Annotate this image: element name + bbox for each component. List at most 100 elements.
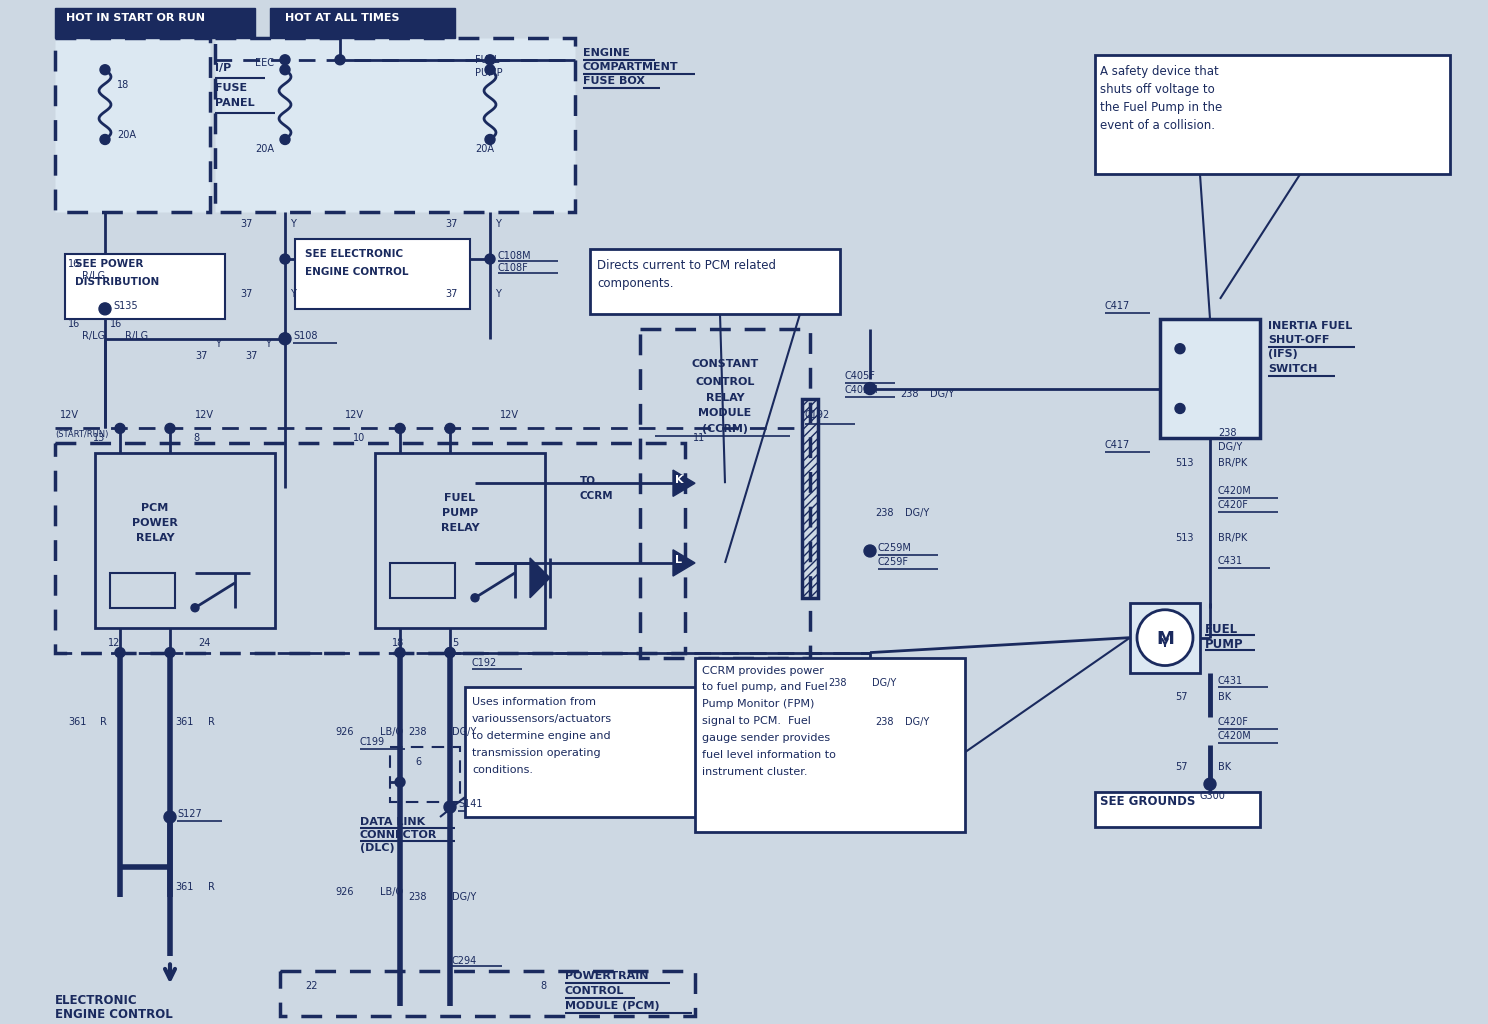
Text: CONSTANT: CONSTANT: [692, 358, 759, 369]
Text: 238: 238: [1219, 428, 1237, 438]
Text: Directs current to PCM related: Directs current to PCM related: [597, 259, 777, 272]
Text: C294: C294: [452, 956, 478, 967]
Text: 6: 6: [415, 757, 421, 767]
Text: BK: BK: [1219, 692, 1231, 702]
Text: C405M: C405M: [845, 385, 879, 394]
Circle shape: [472, 594, 479, 602]
Circle shape: [100, 134, 110, 144]
Text: 926: 926: [335, 727, 354, 737]
Text: Y: Y: [290, 219, 296, 229]
Text: SEE POWER: SEE POWER: [74, 259, 143, 269]
Polygon shape: [673, 550, 695, 577]
Circle shape: [1176, 344, 1184, 353]
Text: LB/O: LB/O: [379, 887, 403, 897]
Text: 37: 37: [240, 219, 253, 229]
Text: 37: 37: [240, 289, 253, 299]
Circle shape: [485, 55, 496, 65]
Text: 57: 57: [1176, 692, 1187, 702]
Circle shape: [164, 811, 176, 823]
Text: HOT IN START OR RUN: HOT IN START OR RUN: [65, 13, 205, 23]
Text: Uses information from: Uses information from: [472, 697, 597, 708]
Text: RELAY: RELAY: [440, 523, 479, 534]
Bar: [375, 454, 545, 628]
Text: COMPARTMENT: COMPARTMENT: [583, 61, 679, 72]
Text: transmission operating: transmission operating: [472, 749, 601, 758]
Text: 37: 37: [246, 350, 257, 360]
Text: 16: 16: [68, 318, 80, 329]
Circle shape: [1204, 778, 1216, 791]
Circle shape: [445, 424, 455, 433]
Text: POWER: POWER: [132, 518, 179, 528]
Text: FUEL: FUEL: [1205, 623, 1238, 636]
Text: conditions.: conditions.: [472, 765, 533, 775]
Text: CCRM: CCRM: [580, 492, 613, 501]
Text: C108F: C108F: [498, 263, 528, 273]
Circle shape: [1176, 403, 1184, 414]
Bar: [55, 443, 684, 652]
Bar: [390, 563, 455, 598]
Text: PANEL: PANEL: [214, 97, 254, 108]
Text: BR/PK: BR/PK: [1219, 459, 1247, 468]
Text: 361: 361: [176, 718, 193, 727]
Circle shape: [443, 801, 455, 813]
Text: FUEL: FUEL: [475, 55, 500, 65]
Circle shape: [865, 383, 876, 394]
Text: 12V: 12V: [500, 411, 519, 421]
Polygon shape: [530, 558, 551, 598]
Text: 22: 22: [305, 981, 317, 991]
Text: C431: C431: [1219, 676, 1242, 685]
Text: C420M: C420M: [1219, 486, 1251, 497]
Text: components.: components.: [597, 276, 674, 290]
Text: 18: 18: [118, 80, 129, 90]
Circle shape: [280, 254, 290, 264]
Text: 238: 238: [408, 892, 427, 902]
Text: R: R: [100, 718, 107, 727]
Text: INERTIA FUEL: INERTIA FUEL: [1268, 321, 1353, 331]
Text: DG/Y: DG/Y: [1219, 442, 1242, 453]
Text: K: K: [676, 475, 683, 485]
Text: HOT AT ALL TIMES: HOT AT ALL TIMES: [286, 13, 399, 23]
Text: CCRM provides power: CCRM provides power: [702, 666, 824, 676]
Text: C108M: C108M: [498, 251, 531, 261]
Text: 10: 10: [353, 433, 365, 443]
Text: DG/Y: DG/Y: [905, 718, 929, 727]
Text: 20A: 20A: [118, 129, 135, 139]
Text: (IFS): (IFS): [1268, 349, 1298, 358]
Circle shape: [445, 647, 455, 657]
Text: RELAY: RELAY: [705, 392, 744, 402]
Text: A safety device that: A safety device that: [1100, 65, 1219, 78]
Text: R/LG: R/LG: [125, 331, 149, 341]
Text: R: R: [208, 882, 214, 892]
Text: C405F: C405F: [845, 371, 876, 381]
Text: 926: 926: [335, 887, 354, 897]
Text: C417: C417: [1106, 440, 1131, 451]
Text: 37: 37: [195, 350, 207, 360]
Bar: [269, 8, 455, 38]
Bar: [55, 38, 210, 212]
Text: FUEL: FUEL: [445, 494, 476, 503]
Text: SEE ELECTRONIC: SEE ELECTRONIC: [305, 249, 403, 259]
Text: 8: 8: [193, 433, 199, 443]
Text: 16: 16: [68, 259, 80, 269]
Text: LB/O: LB/O: [379, 727, 403, 737]
Circle shape: [165, 647, 176, 657]
Text: L: L: [676, 555, 682, 565]
Text: to fuel pump, and Fuel: to fuel pump, and Fuel: [702, 682, 827, 692]
Text: S135: S135: [113, 301, 137, 311]
Bar: [640, 329, 809, 657]
Circle shape: [445, 647, 455, 657]
Text: (DLC): (DLC): [360, 843, 394, 853]
Circle shape: [280, 65, 290, 75]
Bar: [1129, 603, 1199, 673]
Text: S108: S108: [293, 331, 317, 341]
Text: CONTROL: CONTROL: [565, 986, 625, 996]
Bar: [591, 249, 841, 313]
Circle shape: [100, 303, 112, 314]
Text: PUMP: PUMP: [1205, 638, 1244, 650]
Text: MODULE (PCM): MODULE (PCM): [565, 1001, 659, 1012]
Circle shape: [280, 55, 290, 65]
Text: 18: 18: [391, 638, 405, 647]
Circle shape: [394, 647, 405, 657]
Text: FUSE: FUSE: [214, 83, 247, 93]
Bar: [295, 240, 470, 309]
